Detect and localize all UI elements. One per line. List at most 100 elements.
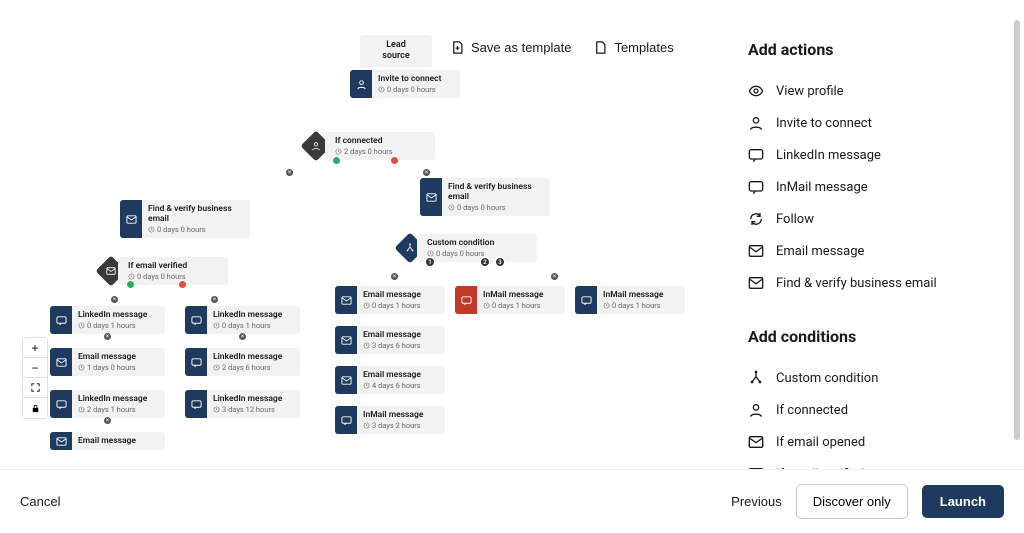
node-inmail-message[interactable]: InMail message0 days 1 hours (575, 286, 685, 314)
templates-button[interactable]: Templates (593, 40, 673, 55)
mail-check-icon (748, 275, 764, 291)
condition-item[interactable]: If connected (748, 394, 1000, 426)
node-delay: 4 days 6 hours (363, 381, 421, 390)
node-delay: 0 days 1 hours (483, 301, 543, 310)
node-delay: 3 days 2 hours (363, 421, 423, 430)
node-title: Email message (363, 330, 421, 340)
zoom-in-button[interactable]: + (23, 338, 47, 358)
node-title: LinkedIn message (213, 394, 282, 404)
node-title: LinkedIn message (78, 394, 147, 404)
message-icon (185, 348, 207, 376)
node-title: InMail message (483, 290, 543, 300)
node-delay: 0 days 0 hours (378, 85, 441, 94)
discover-only-button[interactable]: Discover only (796, 484, 908, 519)
item-label: InMail message (776, 180, 868, 195)
close-icon[interactable]: × (285, 168, 294, 177)
branch-2-dot: 2 (480, 257, 490, 267)
node-linkedin-message[interactable]: LinkedIn message2 days 1 hours (50, 390, 165, 418)
mail-icon (120, 200, 142, 238)
node-delay: 3 days 6 hours (363, 341, 421, 350)
node-delay: 2 days 0 hours (335, 147, 393, 156)
mail-icon (335, 326, 357, 354)
message-icon (185, 306, 207, 334)
node-email-message[interactable]: Email message3 days 6 hours (335, 326, 445, 354)
action-item[interactable]: Follow (748, 203, 1000, 235)
close-icon[interactable]: × (422, 168, 431, 177)
node-inmail-message[interactable]: InMail message0 days 1 hours (455, 286, 565, 314)
action-item[interactable]: View profile (748, 75, 1000, 107)
node-delay: 0 days 1 hours (363, 301, 421, 310)
node-delay: 0 days 0 hours (448, 203, 542, 212)
node-lead-source[interactable]: Lead source (360, 35, 432, 67)
item-label: Find & verify business email (776, 276, 937, 291)
action-item[interactable]: InMail message (748, 171, 1000, 203)
close-icon[interactable]: × (103, 332, 112, 341)
person-add-icon (748, 402, 764, 418)
close-icon[interactable]: × (550, 272, 559, 281)
item-label: LinkedIn message (776, 148, 881, 163)
eye-icon (748, 83, 764, 99)
node-delay: 3 days 12 hours (213, 405, 282, 414)
node-linkedin-message[interactable]: LinkedIn message0 days 1 hours (185, 306, 300, 334)
node-title: InMail message (363, 410, 423, 420)
launch-button[interactable]: Launch (922, 485, 1004, 518)
cancel-button[interactable]: Cancel (20, 494, 60, 509)
message-icon (748, 147, 764, 163)
templates-label: Templates (614, 40, 673, 55)
node-title: LinkedIn message (213, 310, 282, 320)
node-email-message[interactable]: Email message0 days 1 hours (335, 286, 445, 314)
close-icon[interactable]: × (103, 416, 112, 425)
action-item[interactable]: Find & verify business email (748, 267, 1000, 299)
mail-icon (420, 178, 442, 216)
branch-false-dot (390, 156, 399, 165)
node-inmail-message[interactable]: InMail message3 days 2 hours (335, 406, 445, 434)
node-if-email-verified[interactable]: If email verified 0 days 0 hours (118, 257, 228, 285)
close-icon[interactable]: × (110, 295, 119, 304)
condition-item[interactable]: Custom condition (748, 362, 1000, 394)
node-email-message[interactable]: Email message4 days 6 hours (335, 366, 445, 394)
node-delay: 2 days 1 hours (78, 405, 147, 414)
message-icon (455, 286, 477, 314)
zoom-fit-button[interactable] (23, 378, 47, 398)
branch-icon (748, 370, 764, 386)
branch-true-dot (332, 156, 341, 165)
node-title: Email message (78, 352, 136, 362)
footer: Cancel Previous Discover only Launch (0, 469, 1024, 533)
node-find-email[interactable]: Find & verify business email 0 days 0 ho… (420, 178, 550, 216)
node-linkedin-message[interactable]: LinkedIn message0 days 1 hours (50, 306, 165, 334)
flow-edges (0, 0, 300, 150)
node-invite-to-connect[interactable]: Invite to connect 0 days 0 hours (350, 70, 460, 98)
zoom-out-button[interactable]: − (23, 358, 47, 378)
item-label: View profile (776, 84, 844, 99)
node-linkedin-message[interactable]: LinkedIn message2 days 6 hours (185, 348, 300, 376)
scrollbar[interactable] (1014, 20, 1020, 440)
message-icon (575, 286, 597, 314)
node-email-message[interactable]: Email message1 days 0 hours (50, 348, 165, 376)
action-item[interactable]: Invite to connect (748, 107, 1000, 139)
person-add-icon (350, 70, 372, 98)
flow-canvas[interactable]: Save as template Templates + − Lead sour… (0, 0, 724, 469)
item-label: If email opened (776, 435, 865, 450)
node-title: Find & verify business email (448, 182, 542, 202)
item-label: Custom condition (776, 371, 878, 386)
zoom-lock-button[interactable] (23, 398, 47, 418)
close-icon[interactable]: × (390, 272, 399, 281)
close-icon[interactable]: × (210, 295, 219, 304)
node-custom-condition[interactable]: Custom condition 0 days 0 hours (417, 234, 537, 262)
message-icon (335, 406, 357, 434)
node-title: Custom condition (427, 238, 494, 248)
condition-item[interactable]: If email opened (748, 426, 1000, 458)
save-template-button[interactable]: Save as template (450, 40, 571, 55)
node-email-message[interactable]: Email message (50, 432, 165, 450)
previous-button[interactable]: Previous (731, 494, 782, 509)
condition-item[interactable]: If email verified (748, 458, 1000, 469)
node-if-connected[interactable]: If connected 2 days 0 hours (325, 132, 435, 160)
save-template-label: Save as template (471, 40, 571, 55)
node-title: Email message (363, 370, 421, 380)
action-item[interactable]: LinkedIn message (748, 139, 1000, 171)
close-icon[interactable]: × (238, 332, 247, 341)
message-icon (50, 390, 72, 418)
action-item[interactable]: Email message (748, 235, 1000, 267)
node-find-email[interactable]: Find & verify business email 0 days 0 ho… (120, 200, 250, 238)
node-linkedin-message[interactable]: LinkedIn message3 days 12 hours (185, 390, 300, 418)
